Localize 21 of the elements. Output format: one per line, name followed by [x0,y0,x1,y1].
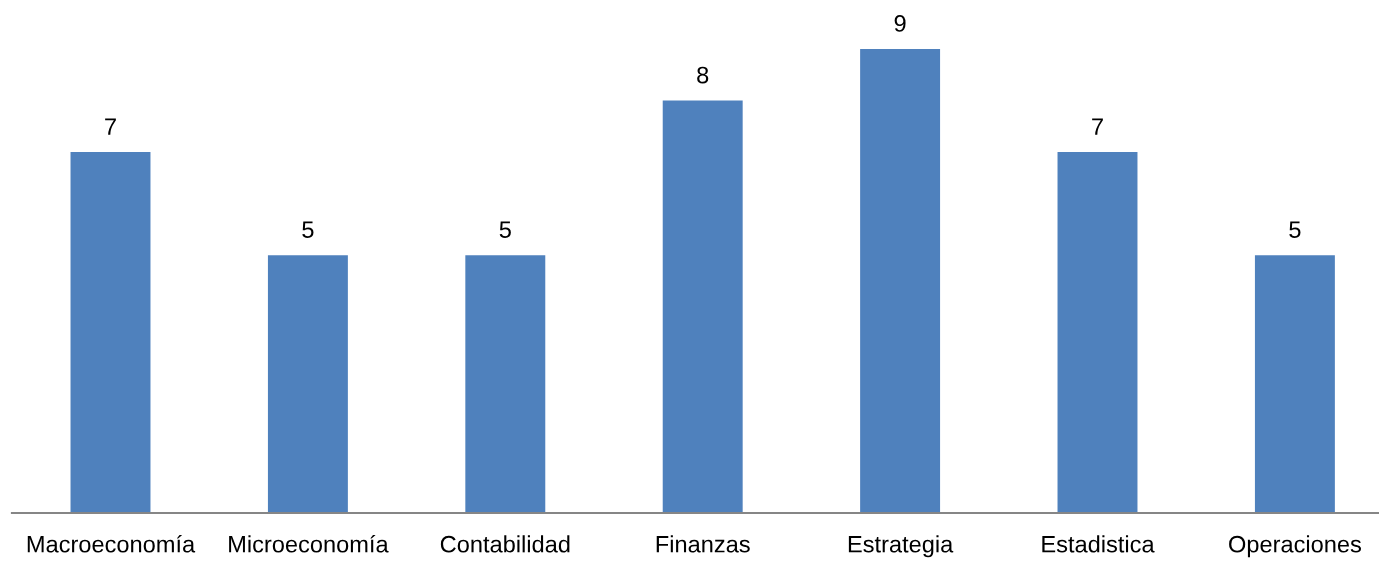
x-tick-label: Microeconomía [229,534,389,553]
x-tick-label: Macroeconomía [27,534,196,553]
x-tick-label: Estadistica [1042,535,1155,553]
data-label: 5 [302,221,314,239]
x-tick-label: Contabilidad [440,535,570,553]
data-label: 5 [1289,221,1301,239]
x-tick-label: Operaciones [1229,535,1361,558]
data-label: 7 [105,118,116,135]
x-tick-label: Finanzas [656,535,750,553]
bar [1254,255,1335,513]
bar [860,49,941,513]
bar [662,100,743,513]
x-tick-label: Estrategia [848,535,954,558]
bar [70,152,151,513]
data-label: 8 [697,66,709,84]
bar [267,255,348,513]
data-label: 9 [894,15,906,32]
bar [465,255,546,513]
data-label: 5 [499,221,511,239]
bar [1057,152,1138,513]
data-label: 7 [1092,118,1103,135]
